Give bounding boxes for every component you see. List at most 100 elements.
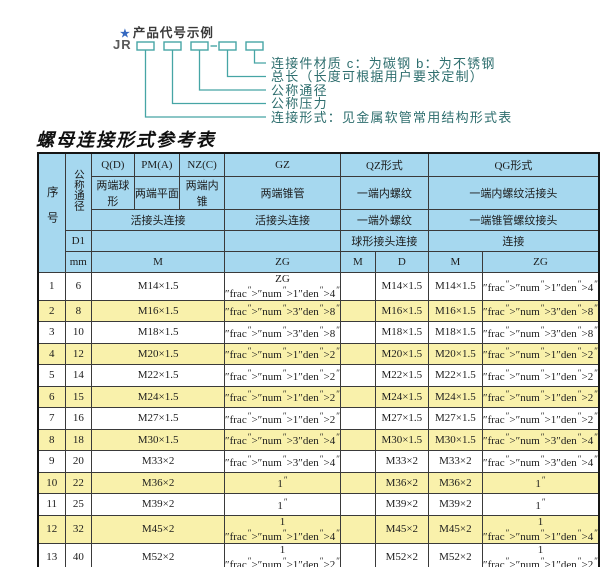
cell-qz-m: [340, 271, 376, 301]
leader-line: [253, 50, 266, 64]
cell-gz: ″frac″>″num″>3″den″>8″: [224, 299, 341, 322]
cell-qg-m: M27×1.5: [427, 407, 483, 430]
cell-qz-d: M22×1.5: [374, 364, 429, 387]
cell-m-thread: M27×1.5: [91, 407, 226, 430]
header-empty-zg: [224, 229, 341, 252]
header-qg-connection: 连接: [427, 229, 600, 252]
cell-gz: 1 ″frac″>″num″>1″den″>2″: [224, 542, 341, 567]
cell-qg-zg: 1 ″frac″>″num″>1″den″>2″: [481, 542, 600, 567]
table-row: 1 6 M14×1.5 ZG ″frac″>″num″>1″den″>4″ M14×1.…: [37, 271, 600, 301]
nut-connection-table: 序号 公称通径 Q(D) PM(A) NZ(C) GZ QZ形式 QG形式 两端…: [37, 152, 600, 567]
cell-gz: ″frac″>″num″>1″den″>2″: [224, 385, 341, 408]
cell-gz: ″frac″>″num″>1″den″>2″: [224, 342, 341, 365]
cell-qz-d: M14×1.5: [374, 271, 429, 301]
cell-dn: 18: [64, 428, 93, 451]
code-box: [218, 41, 237, 51]
header-col-pm: PM(A): [133, 152, 181, 177]
header-col-q: Q(D): [91, 152, 135, 177]
cell-qg-m: M22×1.5: [427, 364, 483, 387]
code-label-diameter: 公称通径: [271, 83, 328, 98]
cell-seq: 2: [37, 299, 66, 322]
star-icon: ★: [120, 28, 131, 40]
cell-qg-m: M30×1.5: [427, 428, 483, 451]
cell-seq: 11: [37, 493, 66, 516]
header-col-qz: QZ形式: [340, 152, 429, 177]
cell-qz-d: M45×2: [374, 514, 429, 544]
cell-m-thread: M22×1.5: [91, 364, 226, 387]
code-box: [136, 41, 155, 51]
table-row: 9 20 M33×2 ″frac″>″num″>3″den″>4″ M33×2 M33×2…: [37, 450, 600, 473]
table-row: 6 15 M24×1.5 ″frac″>″num″>1″den″>2″ M24×1.5 M…: [37, 385, 600, 408]
diagram-title-text: 产品代号示例: [132, 26, 214, 40]
cell-m-thread: M30×1.5: [91, 428, 226, 451]
cell-qg-zg: 1″: [481, 493, 600, 516]
cell-qg-m: M14×1.5: [427, 271, 483, 301]
cell-m-thread: M20×1.5: [91, 342, 226, 365]
cell-qz-m: [340, 450, 376, 473]
cell-qg-m: M36×2: [427, 471, 483, 494]
header-gz-connection: 活接头连接: [224, 208, 341, 231]
table-body: 1 6 M14×1.5 ZG ″frac″>″num″>1″den″>4″ M14×1.…: [37, 271, 600, 567]
cell-gz: ″frac″>″num″>1″den″>2″: [224, 364, 341, 387]
code-box: [163, 41, 182, 51]
cell-m-thread: M14×1.5: [91, 271, 226, 301]
cell-qz-d: M30×1.5: [374, 428, 429, 451]
cell-qz-d: M33×2: [374, 450, 429, 473]
cell-qg-m: M24×1.5: [427, 385, 483, 408]
leader-line: [226, 50, 266, 78]
cell-qz-m: [340, 493, 376, 516]
cell-gz: ZG ″frac″>″num″>1″den″>4″: [224, 271, 341, 301]
cell-qg-m: M45×2: [427, 514, 483, 544]
header-zg-gz: ZG: [224, 250, 341, 273]
cell-qz-m: [340, 299, 376, 322]
header-qz-desc1: 一端内螺纹: [340, 175, 429, 210]
header-qz-m: M: [340, 250, 376, 273]
cell-dn: 14: [64, 364, 93, 387]
cell-qg-m: M18×1.5: [427, 321, 483, 344]
code-label-material: 连接件材质 c：为碳钢 b：为不锈钢: [271, 56, 496, 71]
header-nominal-diameter: 公称通径: [64, 152, 93, 231]
cell-dn: 40: [64, 542, 93, 567]
header-col-qg: QG形式: [427, 152, 600, 177]
cell-seq: 9: [37, 450, 66, 473]
cell-qz-d: M27×1.5: [374, 407, 429, 430]
cell-qg-m: M33×2: [427, 450, 483, 473]
cell-seq: 8: [37, 428, 66, 451]
cell-dn: 22: [64, 471, 93, 494]
cell-m-thread: M52×2: [91, 542, 226, 567]
cell-dn: 6: [64, 271, 93, 301]
cell-qz-m: [340, 428, 376, 451]
cell-gz: ″frac″>″num″>3″den″>8″: [224, 321, 341, 344]
cell-dn: 25: [64, 493, 93, 516]
table-row: 7 16 M27×1.5 ″frac″>″num″>1″den″>2″ M27×1.5 M…: [37, 407, 600, 430]
cell-qz-m: [340, 471, 376, 494]
header-qz-connection: 球形接头连接: [340, 229, 429, 252]
cell-qg-zg: ″frac″>″num″>1″den″>4″: [481, 271, 600, 301]
code-label-length: 总长（长度可根据用户要求定制）: [271, 69, 485, 84]
cell-gz: ″frac″>″num″>3″den″>4″: [224, 428, 341, 451]
cell-gz: 1 ″frac″>″num″>1″den″>4″: [224, 514, 341, 544]
cell-gz: ″frac″>″num″>3″den″>4″: [224, 450, 341, 473]
table-row: 13 40 M52×2 1 ″frac″>″num″>1″den″>2″ M52×2 M5…: [37, 542, 600, 567]
cell-qg-zg: ″frac″>″num″>3″den″>8″: [481, 321, 600, 344]
cell-qz-d: M39×2: [374, 493, 429, 516]
cell-seq: 7: [37, 407, 66, 430]
cell-seq: 1: [37, 271, 66, 301]
cell-qg-zg: 1″: [481, 471, 600, 494]
cell-gz: 1″: [224, 493, 341, 516]
table-row: 12 32 M45×2 1 ″frac″>″num″>1″den″>4″ M45×2 M4…: [37, 514, 600, 544]
cell-dn: 15: [64, 385, 93, 408]
leader-line: [198, 50, 266, 91]
header-qg-desc2: 一端锥管螺纹接头: [427, 208, 600, 231]
cell-dn: 12: [64, 342, 93, 365]
cell-qz-d: M52×2: [374, 542, 429, 567]
cell-seq: 3: [37, 321, 66, 344]
cell-dn: 20: [64, 450, 93, 473]
cell-qg-m: M39×2: [427, 493, 483, 516]
cell-qz-m: [340, 542, 376, 567]
cell-m-thread: M36×2: [91, 471, 226, 494]
header-col-gz: GZ: [224, 152, 341, 177]
cell-qg-zg: ″frac″>″num″>3″den″>4″: [481, 450, 600, 473]
header-q-desc: 两端球形: [91, 175, 135, 210]
